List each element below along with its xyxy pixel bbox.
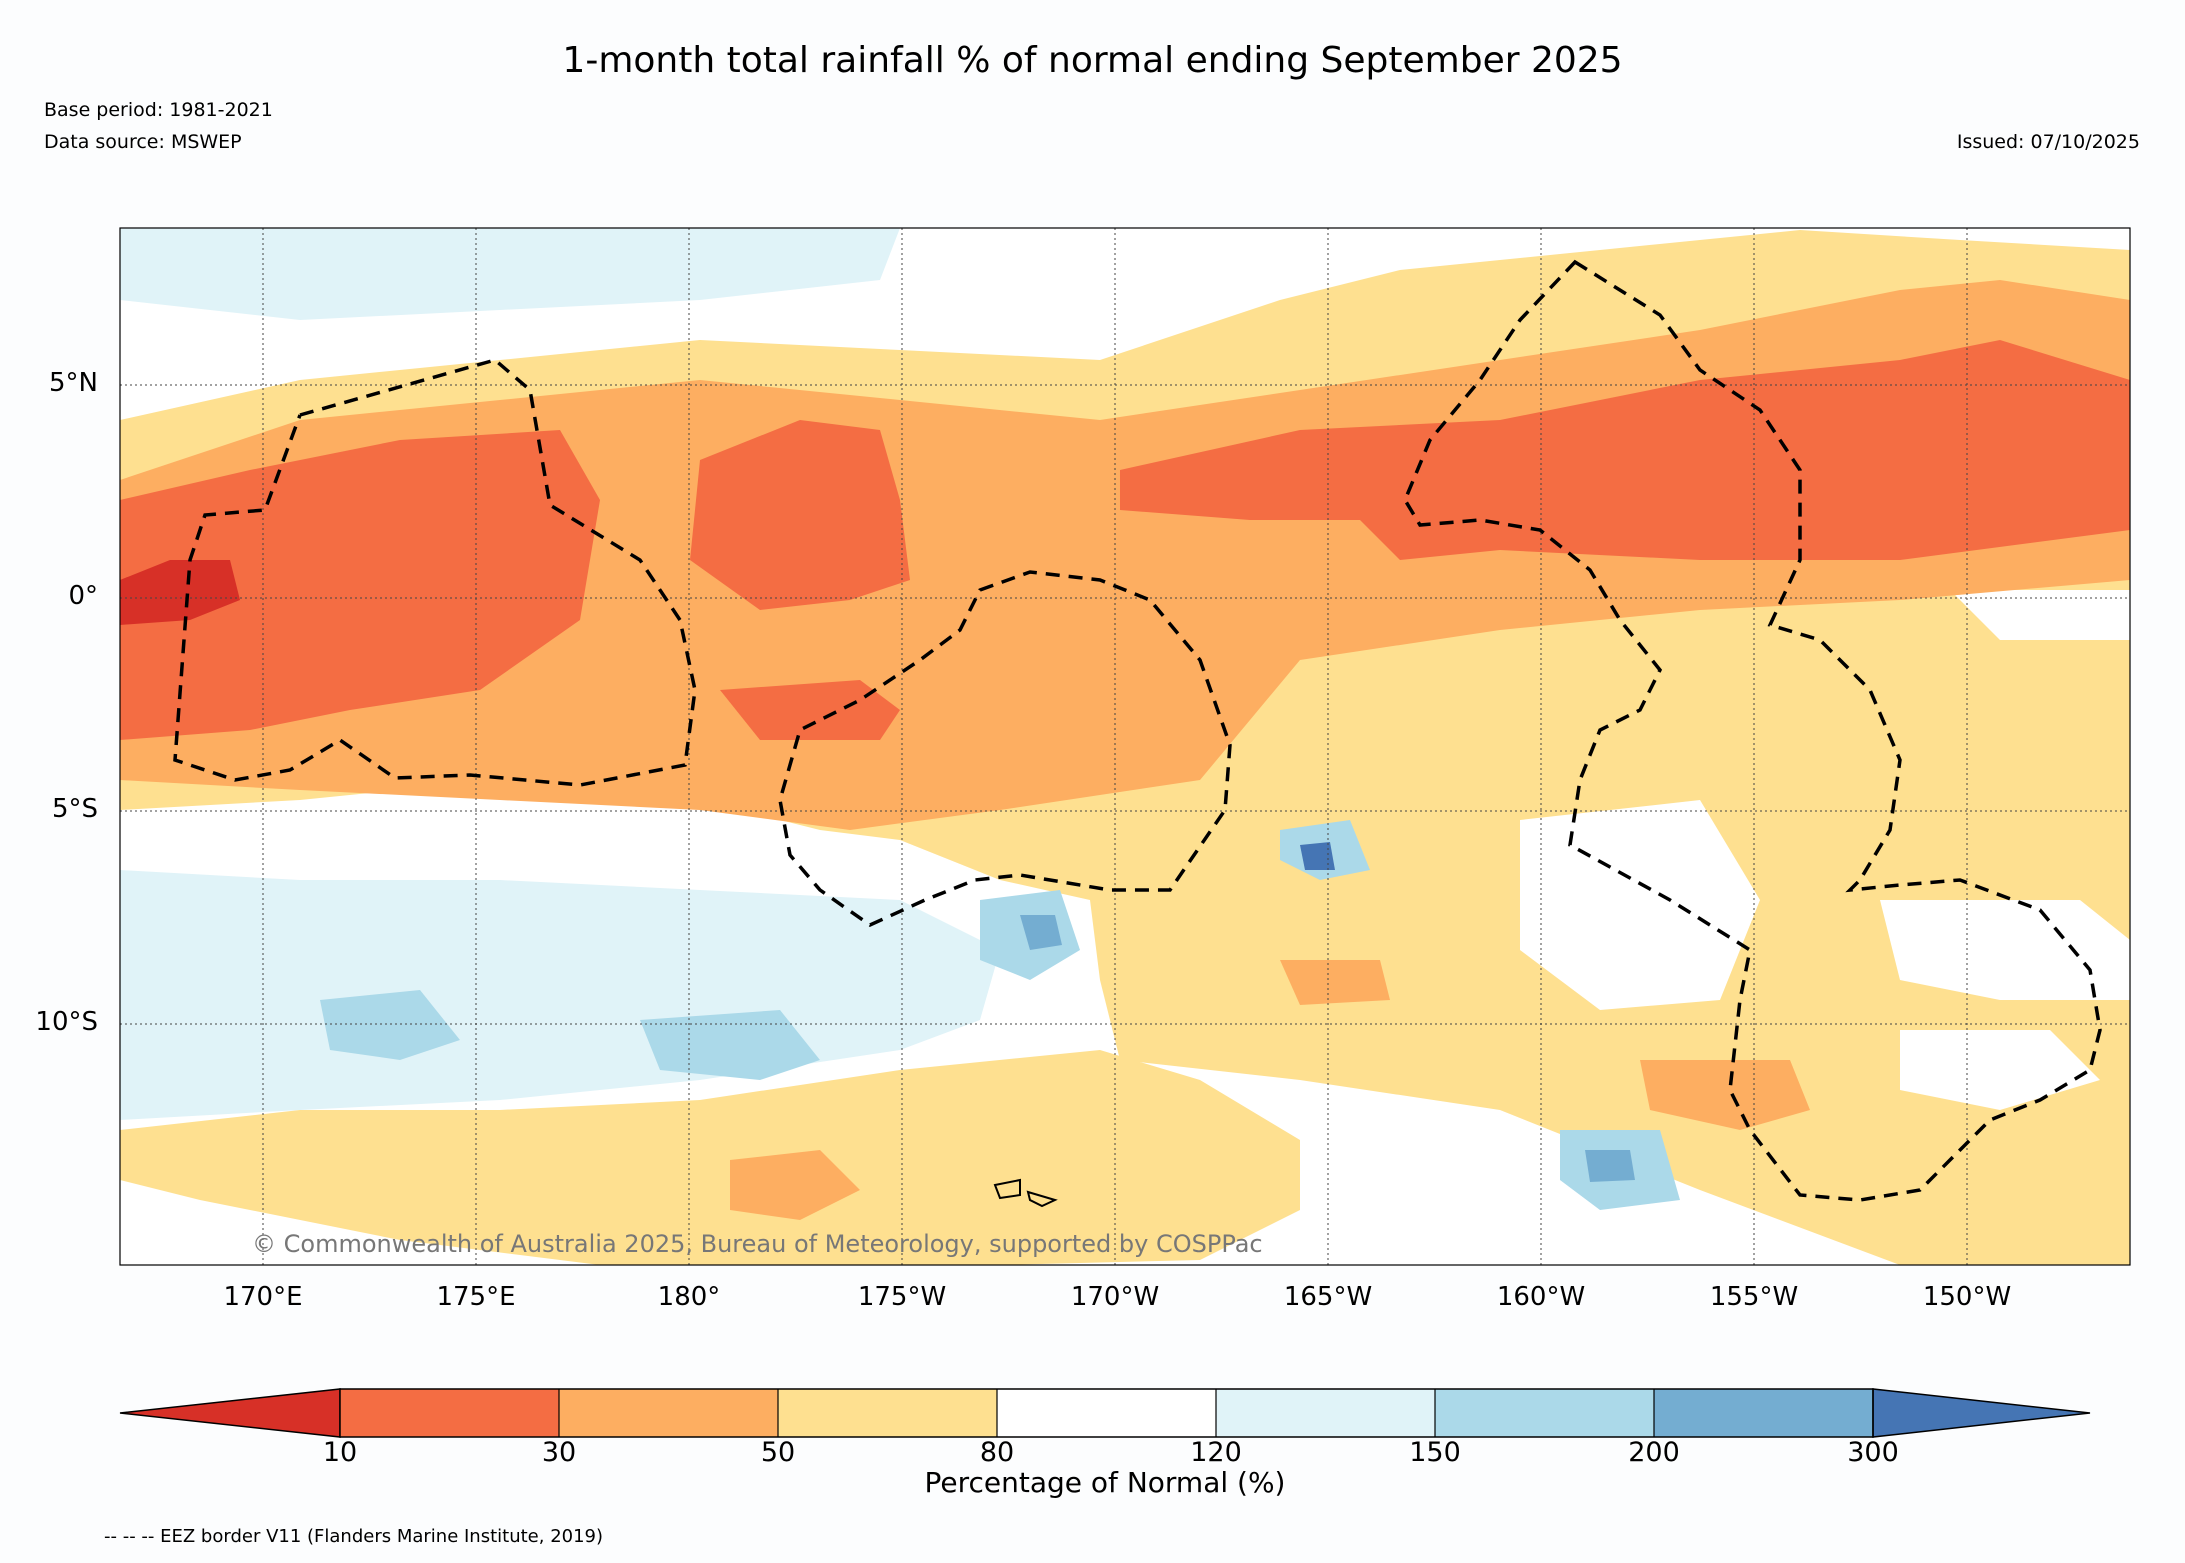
orange-south-3 (1280, 960, 1390, 1005)
colorbar (119, 1388, 2091, 1438)
islands (993, 1178, 1058, 1208)
colorbar-tick-30: 30 (541, 1437, 577, 1468)
colorbar-swatch-150-200 (1435, 1389, 1654, 1437)
grid (120, 228, 2130, 1265)
red-band-south-patch (720, 680, 900, 740)
colorbar-swatch-lt10 (119, 1388, 341, 1438)
colorbar-tick-200: 200 (1628, 1437, 1680, 1468)
issued-date: Issued: 07/10/2025 (1956, 131, 2140, 153)
colorbar-tick-50: 50 (760, 1437, 796, 1468)
data-source: Data source: MSWEP (44, 131, 242, 153)
blue-south-darker-2 (640, 1010, 820, 1080)
orange-south-2 (1640, 1060, 1810, 1130)
lon-label-170e: 170°E (223, 1282, 303, 1312)
lon-label-170w: 170°W (1070, 1282, 1160, 1312)
lon-label-155w: 155°W (1709, 1282, 1799, 1312)
lat-label-5n: 5°N (49, 368, 98, 398)
lon-label-175w: 175°W (857, 1282, 947, 1312)
colorbar-tick-120: 120 (1190, 1437, 1242, 1468)
base-period: Base period: 1981-2021 (44, 99, 273, 121)
blue-patch-center-dark (1020, 915, 1062, 950)
map-title: 1-month total rainfall % of normal endin… (562, 40, 1623, 81)
colorbar-swatch-80-120 (997, 1389, 1216, 1437)
colorbar-frame (339, 1388, 1874, 1438)
copyright-notice: © Commonwealth of Australia 2025, Bureau… (252, 1230, 1263, 1258)
colorbar-swatch-200-300 (1654, 1389, 1873, 1437)
colorbar-swatch-50-80 (778, 1389, 997, 1437)
lon-label-150w: 150°W (1922, 1282, 2012, 1312)
eez-borders (173, 259, 2102, 1202)
colorbar-swatch-30-50 (559, 1389, 778, 1437)
colorbar-swatch-gt300 (1872, 1388, 2091, 1438)
colorbar-swatch-120-150 (1216, 1389, 1435, 1437)
white-gap-1 (1520, 800, 1760, 1010)
lat-label-0: 0° (68, 581, 98, 611)
red-band-west (120, 430, 600, 740)
red-band-east (1120, 340, 2130, 560)
lat-label-10s: 10°S (35, 1007, 98, 1037)
map-frame (119, 227, 2131, 1266)
colorbar-tick-80: 80 (979, 1437, 1015, 1468)
colorbar-swatch-10-30 (340, 1389, 559, 1437)
colorbar-title: Percentage of Normal (%) (924, 1466, 1286, 1499)
blue-south-darker (320, 990, 460, 1060)
blue-patch-east-dark (1300, 842, 1335, 870)
colorbar-tick-150: 150 (1409, 1437, 1461, 1468)
lon-label-175e: 175°E (436, 1282, 516, 1312)
white-gap-4 (1900, 1030, 2100, 1110)
colorbar-tick-300: 300 (1847, 1437, 1899, 1468)
white-gap-2 (1880, 900, 2130, 1000)
eez-footnote: -- -- -- EEZ border V11 (Flanders Marine… (104, 1526, 604, 1547)
map-field (120, 228, 2130, 1265)
orange-south (730, 1150, 860, 1220)
lon-label-165w: 165°W (1283, 1282, 1373, 1312)
blue-patch-far-south-dark (1585, 1150, 1635, 1182)
lon-label-180: 180° (657, 1282, 721, 1312)
red-band-central (690, 420, 910, 610)
white-gap-3 (1950, 590, 2130, 640)
colorbar-dividers (558, 1389, 1655, 1437)
dark-red-patch (120, 560, 240, 625)
blue-north-patch (120, 228, 900, 320)
colorbar-tick-10: 10 (322, 1437, 358, 1468)
lat-label-5s: 5°S (51, 794, 98, 824)
yellow-south (120, 1050, 1300, 1265)
lon-label-160w: 160°W (1496, 1282, 1586, 1312)
